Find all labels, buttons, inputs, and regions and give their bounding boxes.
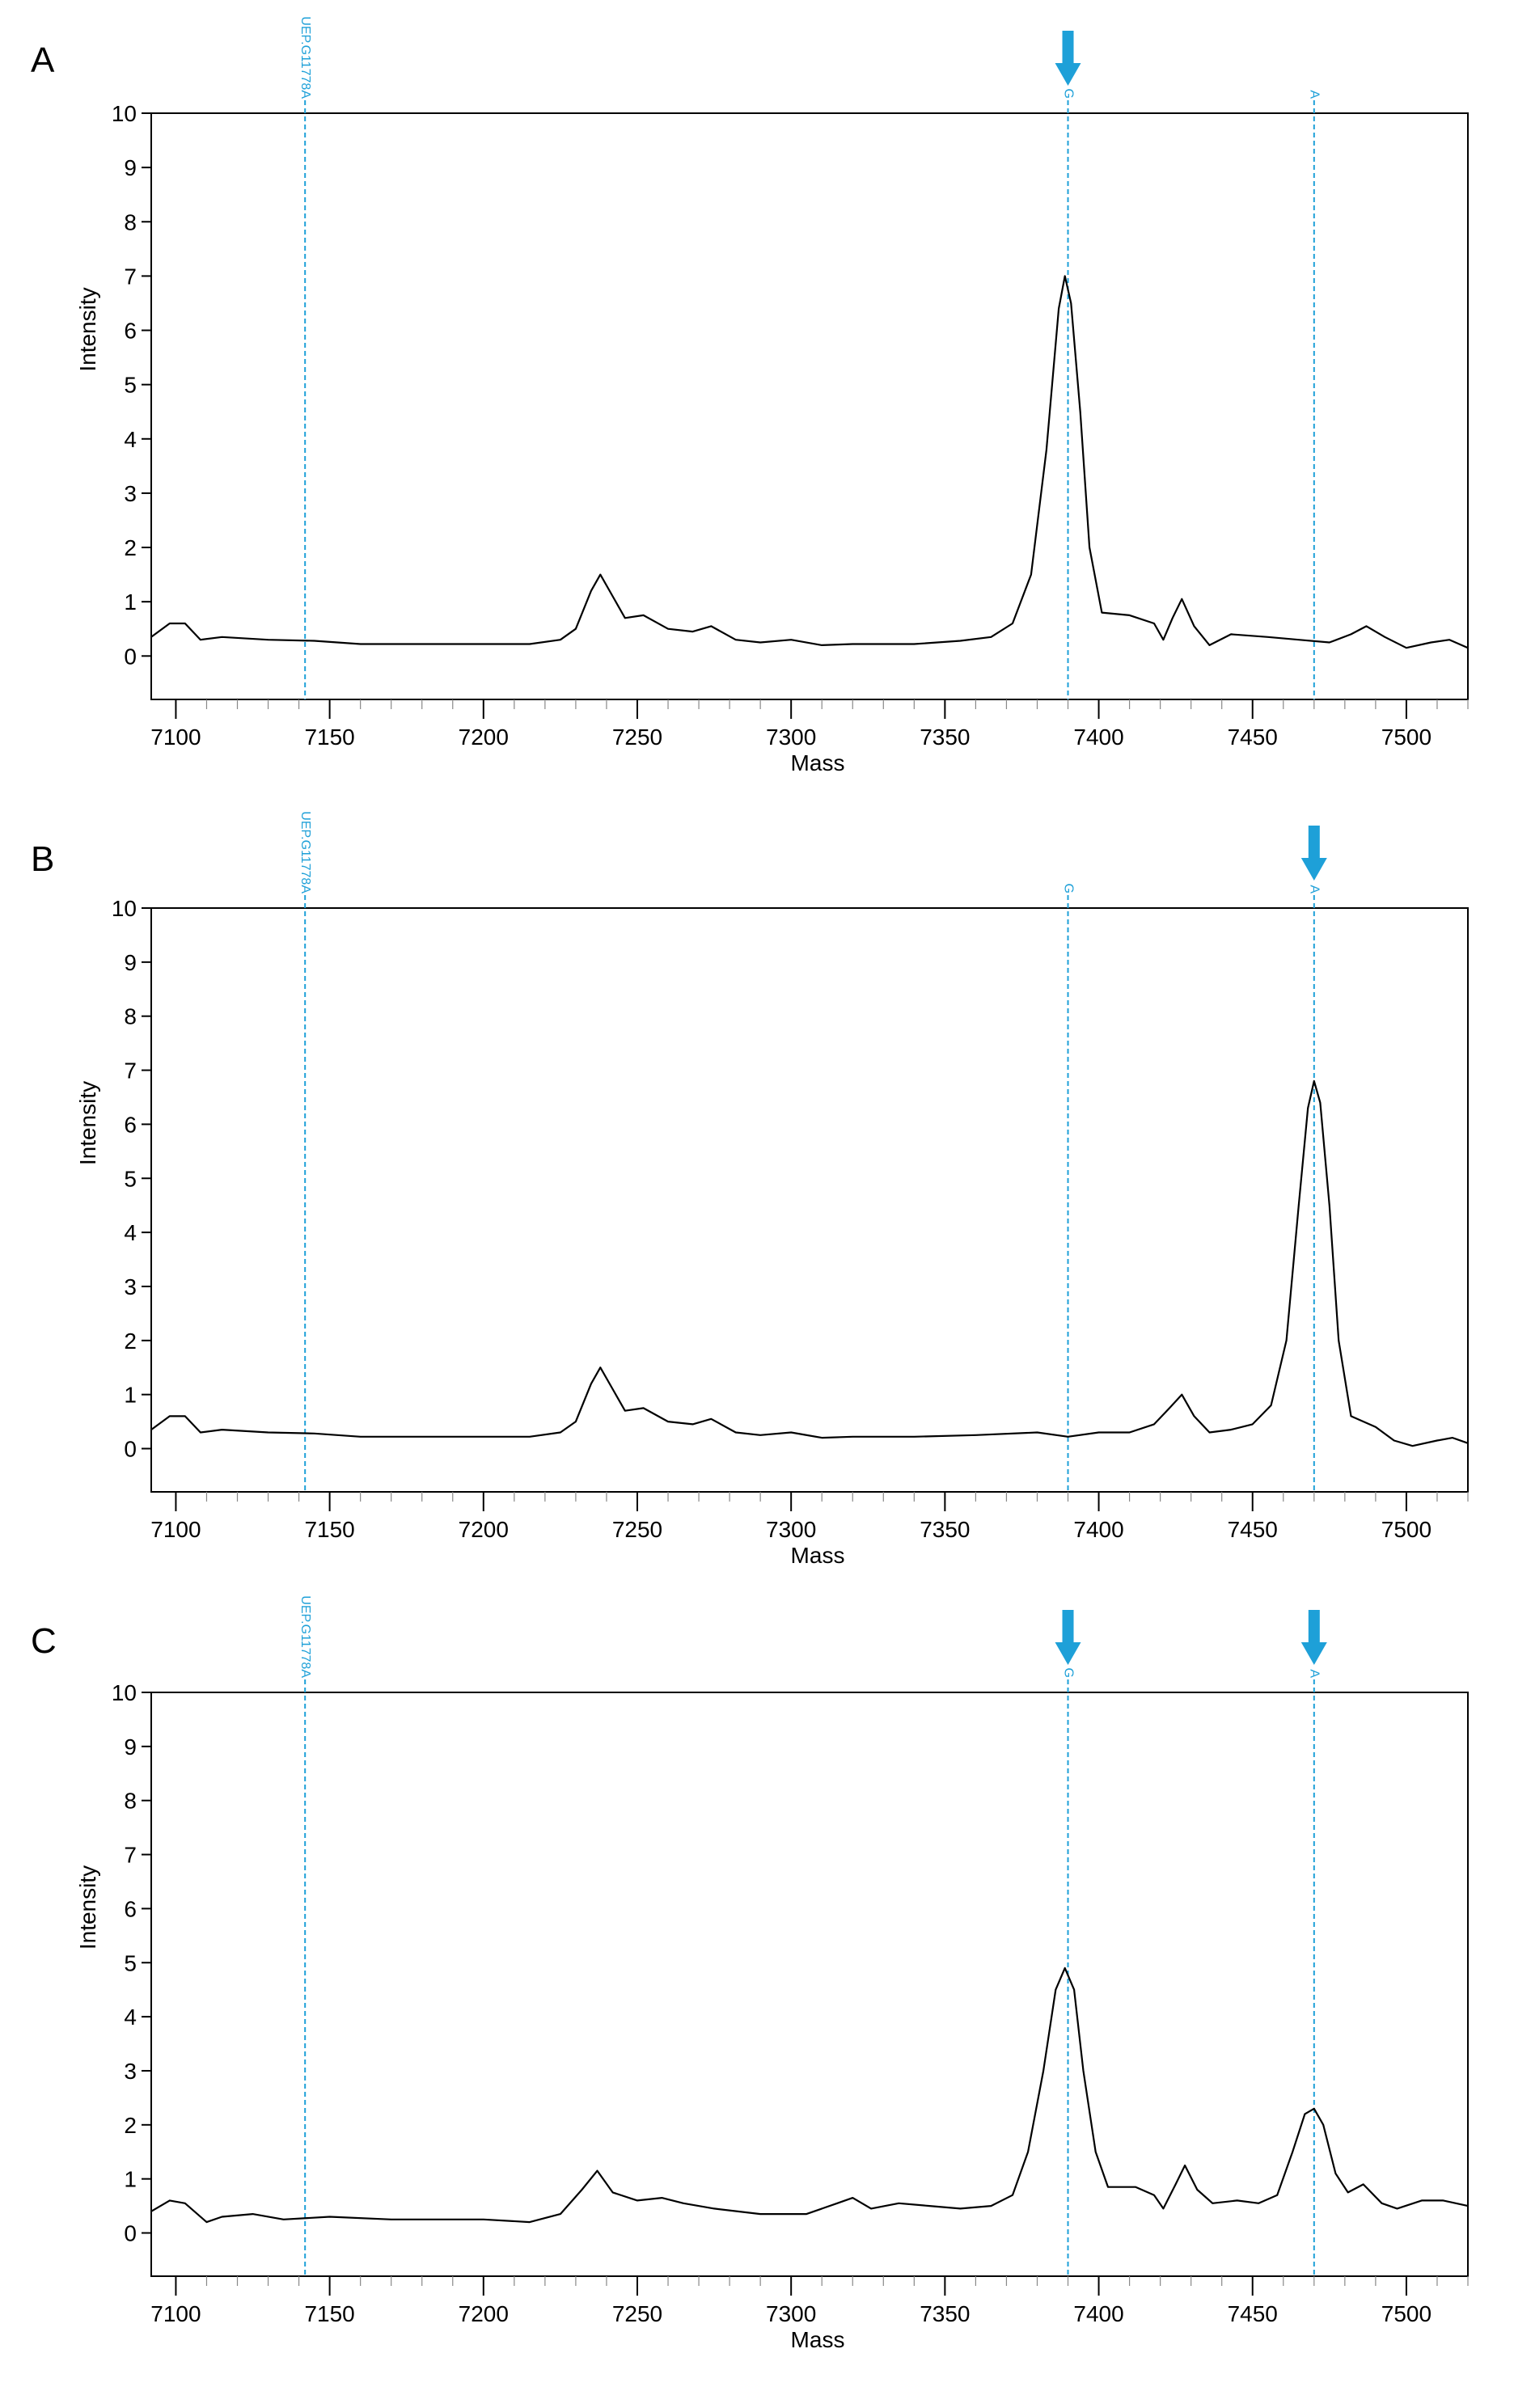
arrow-down-icon [1055,1610,1081,1665]
x-tick-label: 7100 [150,725,201,750]
y-tick-label: 2 [124,1329,137,1354]
x-tick-label: 7150 [304,725,354,750]
x-tick-label: 7450 [1228,725,1278,750]
y-tick-label: 0 [124,644,137,669]
marker-label: UEP.G11778A [298,1595,312,1678]
y-tick-label: 4 [124,2005,137,2030]
y-tick-label: 10 [112,896,137,921]
y-axis-title: Intensity [75,1865,100,1950]
y-tick-label: 10 [112,101,137,126]
panel-label: B [31,839,55,879]
x-tick-label: 7100 [150,1517,201,1542]
x-tick-label: 7450 [1228,2301,1278,2326]
y-tick-label: 10 [112,1680,137,1705]
plot-frame [150,1692,1469,2277]
arrow-down-icon [1300,826,1327,881]
x-tick-label: 7300 [766,725,816,750]
panel-c: C 0 1 2 3 4 5 6 7 8 9 10 7100 7150 7200 7250 7300 7350 74… [0,1585,1514,2408]
y-tick-label: 3 [124,2059,137,2084]
x-tick-label: 7500 [1381,1517,1432,1542]
y-tick-label: 0 [124,2221,137,2246]
marker-label: A [1308,885,1322,893]
x-tick-label: 7150 [304,1517,354,1542]
y-tick-label: 6 [124,319,137,344]
y-tick-label: 8 [124,1004,137,1029]
marker-label: A [1308,90,1322,99]
y-tick-label: 1 [124,1383,137,1408]
spectrum-line [150,1079,1469,1447]
marker-label: G [1061,1668,1075,1678]
y-tick-label: 3 [124,481,137,506]
y-tick-label: 7 [124,1058,137,1084]
x-tick-label: 7500 [1381,2301,1432,2326]
panel-b: B 0 1 2 3 4 5 6 7 8 9 10 7100 7150 7200 7250 7300 7350 74… [0,796,1514,1585]
x-tick-label: 7200 [459,725,509,750]
marker-label: A [1308,1669,1322,1678]
x-tick-label: 7100 [150,2301,201,2326]
marker-label: G [1061,89,1075,99]
y-tick-label: 0 [124,1437,137,1462]
x-tick-label: 7250 [612,725,662,750]
spectrum-chart-b: 0 1 2 3 4 5 6 7 8 9 10 7100 7150 7200 7250 7300 7350 7400… [75,811,1469,1568]
y-tick-label: 2 [124,535,137,560]
x-tick-label: 7500 [1381,725,1432,750]
y-tick-label: 9 [124,950,137,975]
y-tick-label: 6 [124,1112,137,1137]
y-tick-label: 5 [124,373,137,398]
x-axis-title: Mass [791,1543,845,1568]
x-tick-label: 7250 [612,2301,662,2326]
x-tick-label: 7300 [766,1517,816,1542]
y-tick-label: 7 [124,264,137,289]
spectrum-chart-a: 0 1 2 3 4 5 6 7 8 9 10 7100 7150 7200 7250 7300 7350 7400… [75,16,1469,775]
x-axis-title: Mass [791,2327,845,2352]
y-tick-label: 4 [124,1220,137,1245]
y-tick-label: 3 [124,1274,137,1299]
y-tick-label: 4 [124,427,137,452]
panel-label: A [31,40,55,80]
x-tick-label: 7350 [920,1517,970,1542]
y-tick-label: 9 [124,1734,137,1760]
y-tick-label: 6 [124,1896,137,1921]
plot-frame [150,112,1469,700]
y-axis-title: Intensity [75,287,100,371]
spectrum-line [150,275,1469,649]
x-tick-label: 7450 [1228,1517,1278,1542]
x-tick-label: 7400 [1073,725,1123,750]
plot-frame [150,907,1469,1493]
x-tick-label: 7250 [612,1517,662,1542]
y-tick-label: 2 [124,2113,137,2138]
y-axis-title: Intensity [75,1081,100,1165]
x-tick-label: 7150 [304,2301,354,2326]
spectrum-chart-c: 0 1 2 3 4 5 6 7 8 9 10 7100 7150 7200 7250 7300 7350 7400… [75,1595,1469,2352]
y-tick-label: 7 [124,1843,137,1868]
x-tick-label: 7200 [459,2301,509,2326]
x-tick-label: 7400 [1073,2301,1123,2326]
arrow-down-icon [1300,1610,1327,1665]
marker-label: UEP.G11778A [298,811,312,893]
y-tick-label: 8 [124,1789,137,1814]
x-tick-label: 7350 [920,725,970,750]
x-tick-label: 7400 [1073,1517,1123,1542]
x-axis-title: Mass [791,750,845,775]
y-tick-label: 1 [124,2167,137,2192]
panel-label: C [31,1621,57,1661]
panel-a: A 0 1 2 3 4 5 6 7 8 9 10 7100 7150 7200 7250 7300 7350 74… [0,0,1514,796]
y-tick-label: 8 [124,209,137,234]
y-tick-label: 1 [124,589,137,615]
y-tick-label: 5 [124,1950,137,1975]
arrow-down-icon [1055,31,1081,86]
x-tick-label: 7200 [459,1517,509,1542]
x-tick-label: 7300 [766,2301,816,2326]
marker-label: UEP.G11778A [298,16,312,99]
spectrum-line [150,1967,1469,2224]
y-tick-label: 5 [124,1166,137,1191]
y-tick-label: 9 [124,155,137,180]
x-tick-label: 7350 [920,2301,970,2326]
marker-label: G [1061,884,1075,893]
